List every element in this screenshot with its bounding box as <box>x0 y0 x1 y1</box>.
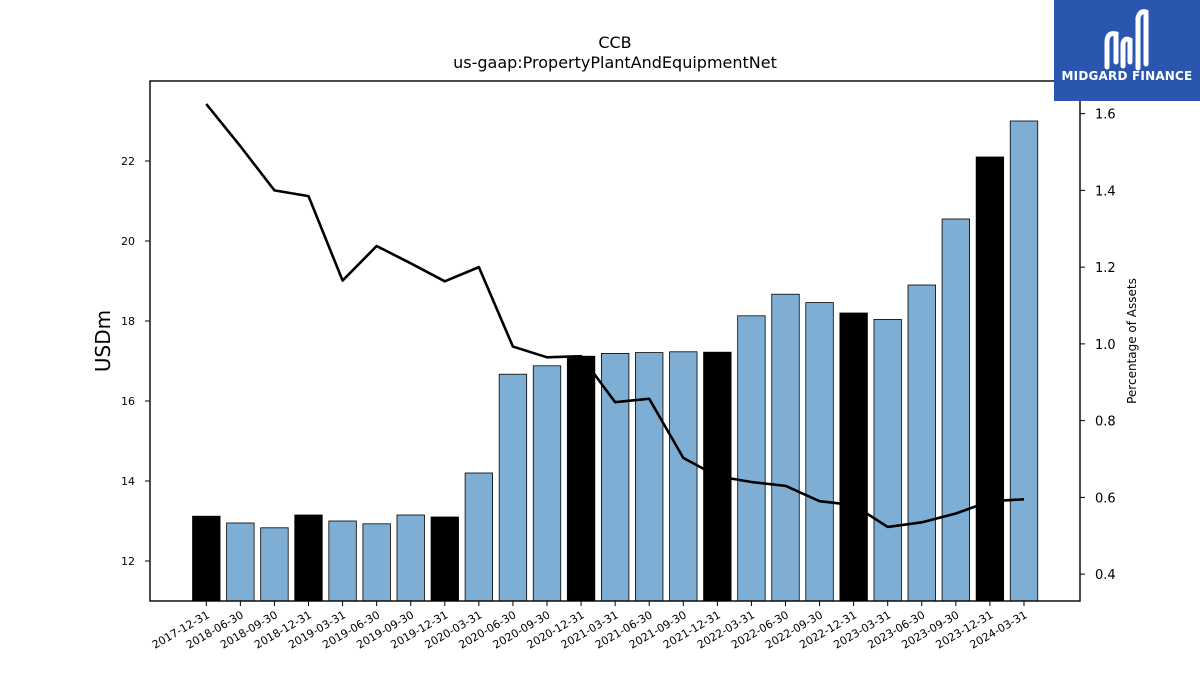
bar-2018-06-30 <box>226 522 255 602</box>
y-tick-label: 22 <box>121 155 135 168</box>
logo-text: MIDGARD FINANCE <box>1061 69 1193 83</box>
y-tick-label: 16 <box>121 395 135 408</box>
y2-tick-label: 0.6 <box>1095 491 1116 506</box>
y2-tick-label: 0.4 <box>1095 568 1116 583</box>
bar-2023-03-31 <box>873 318 902 602</box>
bar-2018-09-30 <box>260 527 289 602</box>
bar-2022-09-30 <box>805 302 834 602</box>
y-tick-label: 14 <box>121 475 135 488</box>
chart-subtitle: us-gaap:PropertyPlantAndEquipmentNet <box>453 53 777 72</box>
bar-2018-12-31 <box>294 514 323 602</box>
bar-2022-03-31 <box>737 315 766 602</box>
bar-2024-03-31 <box>1009 120 1039 602</box>
bar-2021-03-31 <box>600 352 630 602</box>
bar-2019-12-31 <box>430 516 459 602</box>
bar-2023-09-30 <box>941 218 970 602</box>
midgard-finance-logo: MIDGARD FINANCE <box>1054 0 1200 101</box>
bar-2020-06-30 <box>498 373 528 602</box>
y2-tick-label: 1.2 <box>1095 261 1116 276</box>
y2-axis-label: Percentage of Assets <box>1125 278 1139 404</box>
bar-2017-12-31 <box>192 515 221 602</box>
bar-2020-03-31 <box>464 472 494 602</box>
bar-2021-09-30 <box>669 351 698 602</box>
y2-tick-label: 1.6 <box>1095 108 1116 123</box>
logo-mark-icon <box>1104 9 1149 71</box>
bar-2020-12-31 <box>566 355 596 602</box>
bar-2020-09-30 <box>532 365 562 602</box>
y2-tick-label: 0.8 <box>1095 415 1116 430</box>
y2-tick-label: 1.0 <box>1095 338 1116 353</box>
y-tick-label: 20 <box>121 235 135 248</box>
y2-tick-label: 1.4 <box>1095 184 1116 199</box>
y-tick-label: 18 <box>121 315 135 328</box>
bar-2019-06-30 <box>362 523 391 602</box>
bar-2022-06-30 <box>771 293 800 602</box>
y-tick-label: 12 <box>121 555 135 568</box>
bar-2019-09-30 <box>396 514 425 602</box>
bar-2021-06-30 <box>635 352 664 602</box>
chart-title: CCB <box>598 33 632 52</box>
bar-2022-12-31 <box>839 312 868 602</box>
bar-2023-06-30 <box>907 284 936 602</box>
bar-2019-03-31 <box>328 520 357 602</box>
y-axis-label: USDm <box>91 310 115 372</box>
percentage-of-assets-line <box>205 103 1025 529</box>
bar-2023-12-31 <box>975 156 1005 602</box>
